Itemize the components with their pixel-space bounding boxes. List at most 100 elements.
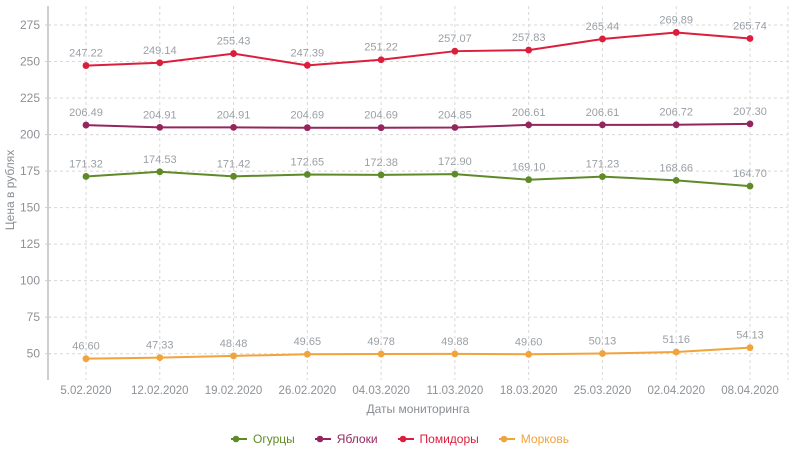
- data-label-tomatoes: 251.22: [364, 42, 398, 54]
- data-point-tomatoes: [525, 46, 533, 54]
- data-point-carrots: [599, 350, 606, 357]
- data-point-apples: [672, 121, 680, 129]
- data-label-tomatoes: 265.44: [586, 21, 620, 33]
- data-point-tomatoes: [451, 47, 459, 55]
- data-point-cucumbers: [525, 176, 533, 184]
- data-label-cucumbers: 174.53: [143, 154, 177, 166]
- data-point-cucumbers: [672, 176, 680, 184]
- data-label-cucumbers: 172.90: [438, 156, 472, 168]
- data-label-apples: 204.85: [438, 109, 472, 121]
- legend-label: Огурцы: [253, 432, 295, 446]
- data-point-carrots: [303, 350, 311, 358]
- data-label-carrots: 47.33: [146, 340, 174, 352]
- data-point-apples: [230, 123, 237, 131]
- data-label-tomatoes: 247.22: [69, 48, 103, 60]
- data-label-apples: 206.61: [512, 107, 546, 119]
- y-tick-label: 225: [20, 91, 40, 105]
- legend-label: Помидоры: [419, 432, 479, 446]
- data-label-tomatoes: 255.43: [217, 36, 251, 48]
- data-label-tomatoes: 265.74: [733, 21, 767, 33]
- x-axis-title: Даты мониторинга: [366, 402, 469, 416]
- legend-label: Яблоки: [336, 432, 378, 446]
- x-tick-label: 26.02.2020: [279, 385, 337, 397]
- data-label-carrots: 49.88: [441, 336, 469, 348]
- x-tick-label: 08.04.2020: [721, 385, 779, 397]
- x-tick-label: 11.03.2020: [427, 385, 484, 397]
- data-point-apples: [82, 121, 90, 129]
- series-layer: 171.32 174.53 171.42 172.65 172.38 172.90 169.…: [69, 14, 767, 363]
- data-point-carrots: [230, 352, 237, 360]
- data-point-tomatoes: [230, 50, 237, 57]
- legend: Огурцы Яблоки Помидоры Морковь: [0, 431, 800, 447]
- y-tick-label: 75: [27, 310, 41, 324]
- axis-layer: [45, 6, 51, 380]
- data-label-cucumbers: 168.66: [659, 162, 693, 174]
- y-tick-label: 100: [20, 274, 40, 288]
- labels-layer: 50 75 100 125 150 175 200 225 250 275 5.02.2020 12.…: [20, 18, 779, 397]
- data-label-cucumbers: 171.42: [217, 158, 251, 170]
- data-label-carrots: 50.13: [589, 336, 617, 348]
- data-point-carrots: [377, 350, 385, 358]
- series-tomatoes: 247.22 249.14 255.43 247.39 251.22 257.07 257.…: [69, 14, 767, 69]
- data-point-apples: [303, 124, 311, 132]
- x-tick-label: 19.02.2020: [205, 385, 263, 397]
- x-tick-label: 25.03.2020: [574, 385, 632, 397]
- data-label-apples: 204.69: [291, 110, 325, 122]
- data-label-tomatoes: 257.83: [512, 32, 546, 44]
- data-label-apples: 204.69: [364, 110, 398, 122]
- data-label-apples: 207.30: [733, 106, 767, 118]
- data-point-cucumbers: [451, 170, 459, 178]
- series-line-apples: [85, 122, 751, 129]
- legend-item-cucumbers[interactable]: Огурцы: [231, 432, 295, 446]
- y-tick-label: 125: [20, 237, 40, 251]
- data-label-tomatoes: 269.89: [659, 14, 693, 26]
- data-point-cucumbers: [746, 182, 754, 190]
- legend-item-apples[interactable]: Яблоки: [314, 432, 378, 446]
- data-point-cucumbers: [230, 172, 237, 180]
- series-line-tomatoes: [85, 31, 751, 67]
- data-label-apples: 206.49: [69, 107, 103, 119]
- data-label-carrots: 48.48: [220, 338, 248, 350]
- y-tick-label: 175: [20, 164, 40, 178]
- y-tick-label: 50: [27, 347, 41, 361]
- data-point-tomatoes: [746, 35, 754, 42]
- data-point-carrots: [156, 354, 164, 362]
- data-point-apples: [377, 124, 385, 132]
- y-axis-title: Цена в рублях: [3, 150, 17, 230]
- data-label-apples: 204.91: [143, 109, 177, 121]
- data-point-carrots: [525, 350, 533, 358]
- y-tick-label: 275: [20, 18, 40, 32]
- data-point-cucumbers: [377, 171, 385, 179]
- data-point-cucumbers: [82, 173, 90, 180]
- x-tick-label: 04.03.2020: [352, 385, 410, 397]
- data-label-cucumbers: 172.38: [364, 157, 398, 169]
- series-line-cucumbers: [85, 170, 751, 188]
- series-line-carrots: [85, 346, 751, 360]
- data-label-tomatoes: 249.14: [143, 45, 177, 57]
- series-cucumbers: 171.32 174.53 171.42 172.65 172.38 172.90 169.…: [69, 154, 767, 190]
- data-label-tomatoes: 257.07: [438, 33, 472, 45]
- data-label-carrots: 49.60: [515, 336, 543, 348]
- x-tick-label: 18.03.2020: [500, 385, 558, 397]
- data-point-carrots: [672, 348, 680, 356]
- data-point-carrots: [746, 344, 754, 352]
- legend-item-carrots[interactable]: Морковь: [498, 432, 569, 446]
- data-point-apples: [156, 123, 164, 131]
- data-point-apples: [451, 124, 459, 131]
- data-point-tomatoes: [672, 29, 680, 36]
- data-point-cucumbers: [599, 173, 606, 180]
- legend-label: Морковь: [520, 432, 569, 446]
- data-label-cucumbers: 171.32: [69, 158, 103, 170]
- series-carrots: 46.60 47.33 48.48 49.65 49.78 49.88 49.60 50.13…: [72, 330, 764, 363]
- data-point-apples: [599, 121, 606, 129]
- x-tick-label: 12.02.2020: [131, 385, 189, 397]
- data-label-carrots: 49.65: [294, 336, 322, 348]
- legend-item-tomatoes[interactable]: Помидоры: [397, 432, 479, 446]
- x-tick-label: 5.02.2020: [60, 385, 111, 397]
- data-point-tomatoes: [303, 61, 311, 69]
- data-label-carrots: 51.16: [662, 334, 690, 346]
- data-label-cucumbers: 164.70: [733, 168, 767, 180]
- data-label-cucumbers: 172.65: [291, 157, 325, 169]
- data-point-tomatoes: [377, 56, 385, 64]
